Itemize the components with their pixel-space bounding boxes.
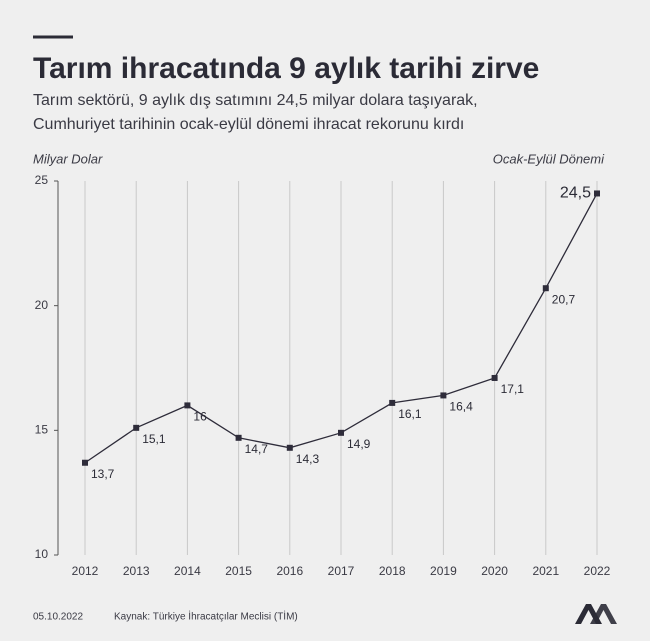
y-tick-label: 15 — [35, 423, 49, 437]
value-label: 20,7 — [552, 292, 576, 306]
y-axis-label: Milyar Dolar — [33, 151, 103, 166]
subtitle: Tarım sektörü, 9 aylık dış satımını 24,5… — [33, 92, 478, 109]
x-tick-label: 2013 — [123, 564, 150, 578]
period-label: Ocak-Eylül Dönemi — [493, 151, 605, 166]
x-tick-label: 2021 — [532, 564, 559, 578]
value-label: 14,7 — [245, 442, 269, 456]
x-tick-label: 2015 — [225, 564, 252, 578]
point — [389, 399, 396, 406]
point — [235, 434, 242, 441]
y-tick-label: 25 — [35, 173, 49, 187]
chart-title: Tarım ihracatında 9 aylık tarihi zirve — [33, 52, 539, 85]
y-tick-label: 10 — [35, 547, 49, 561]
point — [491, 374, 498, 381]
value-label: 15,1 — [142, 432, 166, 446]
value-label: 17,1 — [501, 382, 525, 396]
value-label: 24,5 — [560, 185, 591, 202]
point — [338, 429, 344, 436]
x-tick-label: 2020 — [481, 564, 508, 578]
point — [594, 190, 600, 197]
x-tick-label: 2014 — [174, 564, 201, 578]
point — [440, 392, 447, 399]
value-label: 16,1 — [398, 407, 422, 421]
subtitle: Cumhuriyet tarihinin ocak-eylül dönemi i… — [33, 116, 464, 133]
value-label: 14,9 — [347, 437, 371, 451]
x-tick-label: 2016 — [276, 564, 303, 578]
x-tick-label: 2018 — [379, 564, 406, 578]
value-label: 13,7 — [91, 467, 115, 481]
point — [184, 402, 191, 409]
point — [133, 424, 140, 431]
value-label: 14,3 — [296, 452, 320, 466]
point — [82, 459, 88, 466]
x-tick-label: 2022 — [584, 564, 611, 578]
x-tick-label: 2017 — [328, 564, 355, 578]
source: Kaynak: Türkiye İhracatçılar Meclisi (Tİ… — [114, 610, 298, 623]
point — [542, 285, 549, 292]
date: 05.10.2022 — [33, 612, 83, 623]
value-label: 16,4 — [449, 400, 473, 414]
x-tick-label: 2019 — [430, 564, 457, 578]
point — [286, 444, 293, 451]
x-tick-label: 2012 — [72, 564, 99, 578]
y-tick-label: 20 — [35, 298, 49, 312]
value-label: 16 — [193, 410, 207, 424]
logo — [575, 604, 617, 624]
